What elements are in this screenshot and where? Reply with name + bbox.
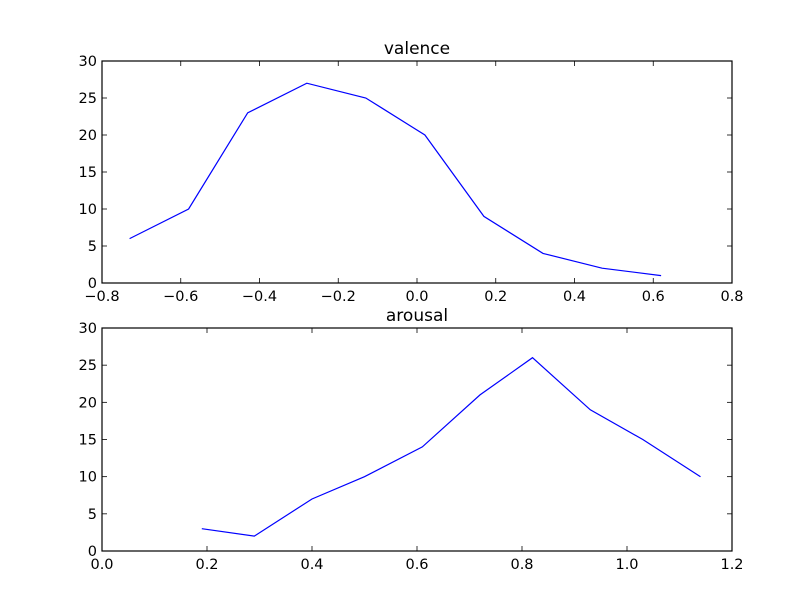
x-tick-label: 0.8 <box>720 289 743 305</box>
y-tick-label: 10 <box>79 202 97 218</box>
y-tick-label: 25 <box>79 358 97 374</box>
x-tick-label: 0.0 <box>405 289 428 305</box>
x-tick-label: 0.4 <box>563 289 586 305</box>
x-tick-label: 0.2 <box>484 289 507 305</box>
subplot-arousal: 0.0 0.2 0.4 0.6 0.8 1.0 1.2 0 5 10 15 20 25 30 arousal <box>79 306 744 573</box>
x-tick-label: −0.4 <box>242 289 277 305</box>
y-tick-label: 0 <box>88 544 97 560</box>
subplot-valence: −0.8 −0.6 −0.4 −0.2 0.0 0.2 0.4 0.6 0.8 0 5 10 15 20 2… <box>79 39 744 305</box>
x-tick-label: 0.0 <box>90 557 113 573</box>
y-tick-label: 20 <box>79 128 97 144</box>
x-tick-label: −0.6 <box>163 289 198 305</box>
x-tick-label: 1.0 <box>615 557 638 573</box>
chart-title: valence <box>384 39 450 59</box>
y-tick-label: 5 <box>88 239 97 255</box>
x-tick-label: 0.6 <box>405 557 428 573</box>
y-tick-label: 15 <box>79 165 97 181</box>
axes-frame <box>101 327 733 552</box>
y-tick-label: 25 <box>79 91 97 107</box>
series-line-arousal <box>201 356 701 537</box>
x-tick-label: −0.8 <box>84 289 119 305</box>
x-tick-label: 0.2 <box>195 557 218 573</box>
y-tick-label: 10 <box>79 470 97 486</box>
series-line-valence <box>129 82 662 277</box>
axes-frame <box>101 60 733 284</box>
y-tick-label: 20 <box>79 395 97 411</box>
y-tick-label: 15 <box>79 433 97 449</box>
x-tick-label: 0.8 <box>510 557 533 573</box>
x-tick-label: 0.4 <box>300 557 323 573</box>
y-tick-label: 30 <box>79 54 97 70</box>
x-tick-label: −0.2 <box>321 289 356 305</box>
x-tick-label: 0.6 <box>642 289 665 305</box>
x-tick-label: 1.2 <box>720 557 743 573</box>
chart-title: arousal <box>386 306 448 326</box>
y-tick-label: 5 <box>88 507 97 523</box>
y-tick-label: 0 <box>88 276 97 292</box>
y-tick-label: 30 <box>79 321 97 337</box>
